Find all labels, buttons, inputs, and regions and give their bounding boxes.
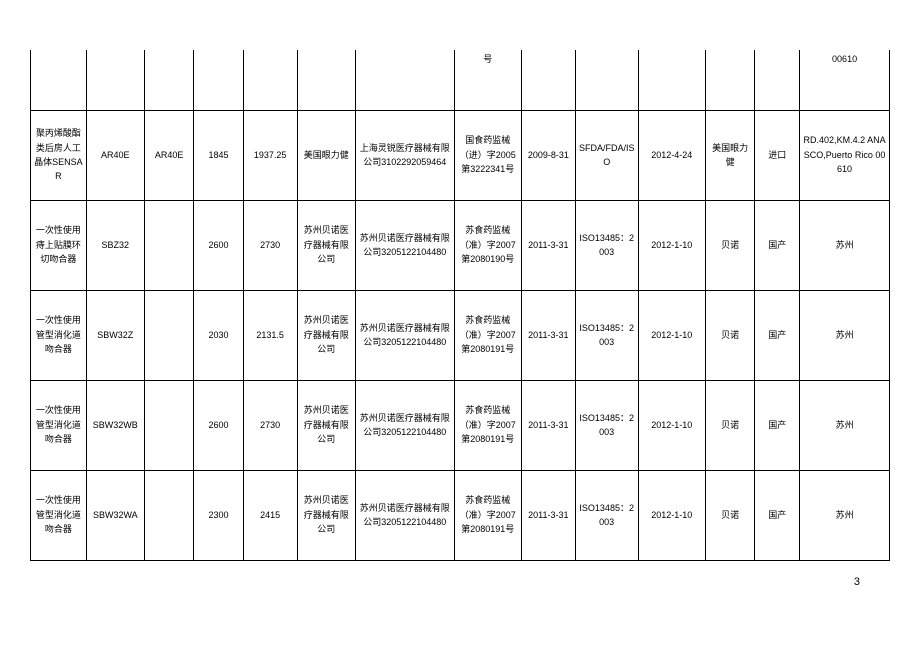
- cell: ISO13485：2003: [575, 200, 638, 290]
- cell: SBZ32: [86, 200, 144, 290]
- cell: 2012-1-10: [638, 200, 705, 290]
- cell: ISO13485：2003: [575, 380, 638, 470]
- cell: 苏州: [800, 380, 890, 470]
- cell: 2012-1-10: [638, 470, 705, 560]
- cell: 苏州贝诺医疗器械有限公司: [297, 200, 355, 290]
- cell: [755, 50, 800, 110]
- cell: 苏州贝诺医疗器械有限公司: [297, 470, 355, 560]
- cell: 2012-4-24: [638, 110, 705, 200]
- cell: 苏州: [800, 470, 890, 560]
- cell: 贝诺: [705, 200, 754, 290]
- cell: 2131.5: [243, 290, 297, 380]
- cell: 美国眼力健: [297, 110, 355, 200]
- cell: 美国眼力健: [705, 110, 754, 200]
- cell: ISO13485：2003: [575, 470, 638, 560]
- cell: [144, 200, 193, 290]
- cell: 聚丙烯酸酯类后房人工晶体SENSAR: [31, 110, 87, 200]
- cell: 国产: [755, 470, 800, 560]
- cell: AR40E: [86, 110, 144, 200]
- cell: 2415: [243, 470, 297, 560]
- cell: [144, 380, 193, 470]
- cell: [86, 50, 144, 110]
- cell: 2730: [243, 380, 297, 470]
- data-table: 号 00610 聚丙烯酸酯类后房人工晶体SENSAR AR40E AR40E 1…: [30, 50, 890, 561]
- cell: [144, 470, 193, 560]
- cell: 苏食药监械（准）字2007 第2080190号: [454, 200, 521, 290]
- cell: 进口: [755, 110, 800, 200]
- cell: SBW32WA: [86, 470, 144, 560]
- cell: 1937.25: [243, 110, 297, 200]
- cell: 国产: [755, 290, 800, 380]
- cell: [705, 50, 754, 110]
- cell: 2009-8-31: [521, 110, 575, 200]
- cell: 一次性使用痔上贴膜环切吻合器: [31, 200, 87, 290]
- cell: 苏州: [800, 200, 890, 290]
- cell: 2011-3-31: [521, 200, 575, 290]
- cell: 2030: [194, 290, 243, 380]
- cell: 1845: [194, 110, 243, 200]
- cell: [575, 50, 638, 110]
- table-row: 一次性使用管型消化道吻合器 SBW32WB 2600 2730 苏州贝诺医疗器械…: [31, 380, 890, 470]
- cell: 苏食药监械（准）字2007 第2080191号: [454, 290, 521, 380]
- cell: 国食药监械（进）字2005 第3222341号: [454, 110, 521, 200]
- cell: [521, 50, 575, 110]
- table-row: 一次性使用痔上贴膜环切吻合器 SBZ32 2600 2730 苏州贝诺医疗器械有…: [31, 200, 890, 290]
- cell: [144, 50, 193, 110]
- cell: 苏食药监械（准）字2007 第2080191号: [454, 470, 521, 560]
- cell: 一次性使用管型消化道吻合器: [31, 380, 87, 470]
- cell: 苏州贝诺医疗器械有限公司: [297, 380, 355, 470]
- cell: 00610: [800, 50, 890, 110]
- cell: 2012-1-10: [638, 380, 705, 470]
- cell: [638, 50, 705, 110]
- cell: 一次性使用管型消化道吻合器: [31, 470, 87, 560]
- cell: 贝诺: [705, 380, 754, 470]
- cell: 2600: [194, 380, 243, 470]
- table-row-partial: 号 00610: [31, 50, 890, 110]
- cell: 2011-3-31: [521, 470, 575, 560]
- cell: 2011-3-31: [521, 380, 575, 470]
- cell: 国产: [755, 380, 800, 470]
- cell: 贝诺: [705, 290, 754, 380]
- cell: [297, 50, 355, 110]
- cell: 上海灵锐医疗器械有限公司3102292059464: [355, 110, 454, 200]
- table-row: 聚丙烯酸酯类后房人工晶体SENSAR AR40E AR40E 1845 1937…: [31, 110, 890, 200]
- cell: ISO13485：2003: [575, 290, 638, 380]
- cell: 苏州贝诺医疗器械有限公司: [297, 290, 355, 380]
- page-number: 3: [30, 561, 890, 588]
- cell: 苏州贝诺医疗器械有限公司3205122104480: [355, 380, 454, 470]
- cell: 号: [454, 50, 521, 110]
- cell: [194, 50, 243, 110]
- cell: 苏食药监械（准）字2007 第2080191号: [454, 380, 521, 470]
- table-row: 一次性使用管型消化道吻合器 SBW32WA 2300 2415 苏州贝诺医疗器械…: [31, 470, 890, 560]
- cell: [243, 50, 297, 110]
- cell: [144, 290, 193, 380]
- cell: 国产: [755, 200, 800, 290]
- cell: 2600: [194, 200, 243, 290]
- cell: 2012-1-10: [638, 290, 705, 380]
- cell: 苏州贝诺医疗器械有限公司3205122104480: [355, 200, 454, 290]
- cell: SBW32WB: [86, 380, 144, 470]
- cell: AR40E: [144, 110, 193, 200]
- cell: 2300: [194, 470, 243, 560]
- cell: RD.402,KM.4.2 ANASCO,Puerto Rico 00610: [800, 110, 890, 200]
- cell: SFDA/FDA/ISO: [575, 110, 638, 200]
- cell: 苏州: [800, 290, 890, 380]
- cell: 贝诺: [705, 470, 754, 560]
- cell: SBW32Z: [86, 290, 144, 380]
- cell: 苏州贝诺医疗器械有限公司3205122104480: [355, 290, 454, 380]
- table-row: 一次性使用管型消化道吻合器 SBW32Z 2030 2131.5 苏州贝诺医疗器…: [31, 290, 890, 380]
- cell: 2730: [243, 200, 297, 290]
- cell: 2011-3-31: [521, 290, 575, 380]
- cell: 一次性使用管型消化道吻合器: [31, 290, 87, 380]
- cell: 苏州贝诺医疗器械有限公司3205122104480: [355, 470, 454, 560]
- cell: [31, 50, 87, 110]
- cell: [355, 50, 454, 110]
